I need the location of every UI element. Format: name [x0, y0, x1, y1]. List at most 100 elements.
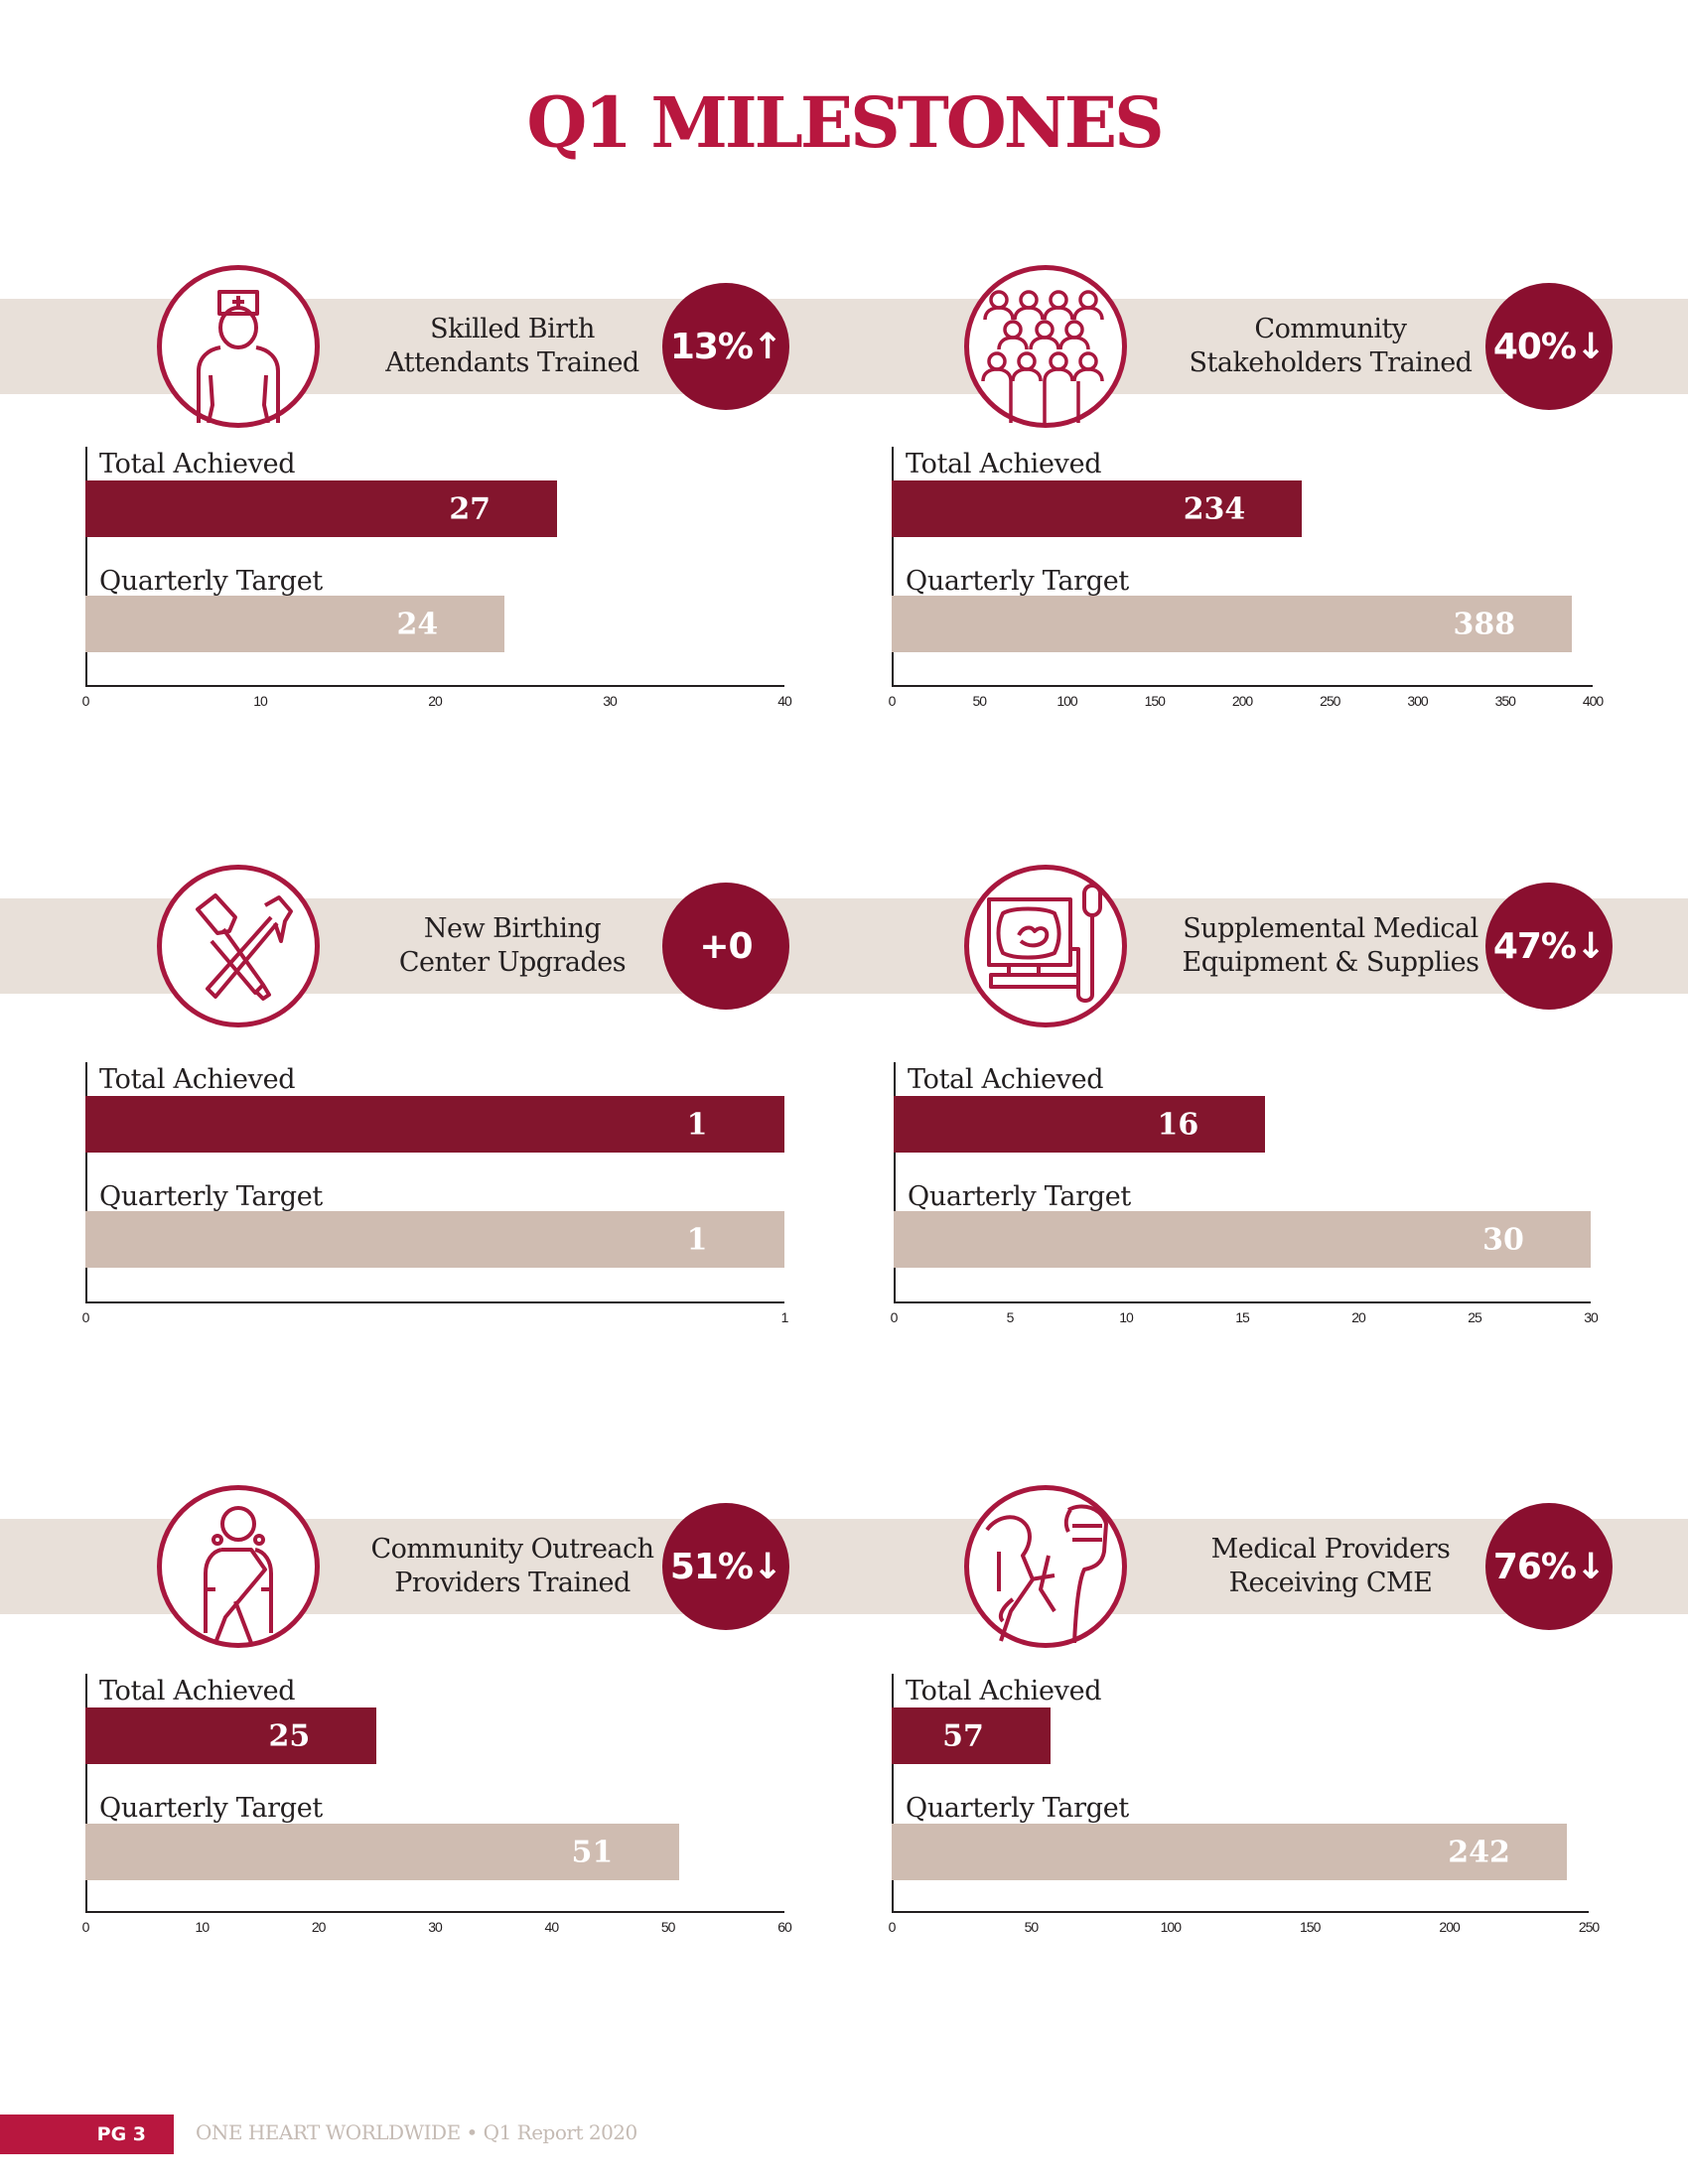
- page-title: Q1 MILESTONES: [526, 81, 1164, 164]
- x-tick-label: 30: [428, 1919, 443, 1935]
- achieved-caption: Total Achieved: [906, 1676, 1102, 1706]
- x-tick-label: 300: [1407, 693, 1428, 709]
- x-tick-label: 25: [1468, 1309, 1482, 1325]
- x-tick-label: 150: [1144, 693, 1166, 709]
- x-tick-label: 100: [1056, 693, 1077, 709]
- x-tick-label: 250: [1578, 1919, 1600, 1935]
- x-tick-label: 30: [1584, 1309, 1599, 1325]
- target-bar: 1: [85, 1211, 784, 1268]
- change-badge: 51%↓: [662, 1503, 789, 1630]
- achieved-caption: Total Achieved: [99, 449, 296, 479]
- achieved-bar: 27: [85, 480, 558, 537]
- target-caption: Quarterly Target: [906, 566, 1129, 597]
- x-tick-label: 100: [1160, 1919, 1182, 1935]
- target-caption: Quarterly Target: [906, 1793, 1129, 1824]
- target-value: 51: [571, 1835, 614, 1869]
- x-tick-label: 10: [195, 1919, 211, 1935]
- metric-label-line-2: Stakeholders Trained: [1189, 347, 1473, 378]
- achieved-value: 57: [942, 1718, 984, 1753]
- achieved-caption: Total Achieved: [99, 1064, 296, 1095]
- target-value: 242: [1448, 1835, 1510, 1869]
- metric-label-line-1: Medical Providers: [1210, 1534, 1451, 1565]
- metric-label: Medical Providers Receiving CME: [1162, 1533, 1499, 1600]
- nurse-icon: [157, 265, 320, 428]
- change-badge: +0: [662, 883, 789, 1010]
- change-badge: 13%↑: [662, 283, 789, 410]
- metric-label-line-1: Supplemental Medical: [1183, 913, 1478, 944]
- x-tick-label: 0: [81, 693, 90, 709]
- metric-label: Supplemental Medical Equipment & Supplie…: [1162, 912, 1499, 980]
- achieved-bar: 57: [892, 1707, 1052, 1764]
- achieved-bar: 16: [894, 1096, 1266, 1153]
- achieved-value: 16: [1157, 1107, 1199, 1142]
- metric-label: Community Outreach Providers Trained: [344, 1533, 681, 1600]
- achieved-bar: 25: [85, 1707, 377, 1764]
- x-tick-label: 50: [1024, 1919, 1040, 1935]
- achieved-caption: Total Achieved: [906, 449, 1102, 479]
- x-tick-label: 350: [1494, 693, 1516, 709]
- x-tick-label: 150: [1300, 1919, 1321, 1935]
- x-tick-label: 60: [777, 1919, 792, 1935]
- x-tick-label: 50: [972, 693, 987, 709]
- target-bar: 51: [85, 1824, 680, 1880]
- metric-label: Skilled Birth Attendants Trained: [344, 313, 681, 380]
- target-value: 24: [396, 607, 439, 641]
- x-tick-label: 10: [253, 693, 268, 709]
- doctor-patient-icon: [964, 1485, 1127, 1648]
- achieved-caption: Total Achieved: [908, 1064, 1104, 1095]
- x-tick-label: 20: [428, 693, 443, 709]
- achieved-caption: Total Achieved: [99, 1676, 296, 1706]
- x-tick-label: 5: [1006, 1309, 1015, 1325]
- x-tick-label: 1: [780, 1309, 789, 1325]
- x-tick-label: 0: [81, 1919, 90, 1935]
- target-bar: 24: [85, 596, 505, 652]
- hammer-brush-icon: [157, 865, 320, 1027]
- achieved-bar: 234: [892, 480, 1302, 537]
- achieved-bar: 1: [85, 1096, 784, 1153]
- crowd-icon: [964, 265, 1127, 428]
- target-value: 388: [1453, 607, 1516, 641]
- x-tick-label: 20: [311, 1919, 327, 1935]
- ultrasound-icon: [964, 865, 1127, 1027]
- change-badge: 40%↓: [1485, 283, 1613, 410]
- page-number: PG 3: [0, 2115, 174, 2154]
- x-axis: [85, 1911, 784, 1913]
- footer-text: ONE HEART WORLDWIDE • Q1 Report 2020: [196, 2120, 637, 2144]
- x-tick-label: 10: [1119, 1309, 1134, 1325]
- target-bar: 388: [892, 596, 1572, 652]
- metric-label-line-2: Center Upgrades: [398, 947, 627, 978]
- target-caption: Quarterly Target: [99, 1793, 323, 1824]
- y-axis: [894, 1062, 896, 1301]
- x-axis: [894, 1301, 1591, 1303]
- target-caption: Quarterly Target: [908, 1181, 1131, 1212]
- x-axis: [892, 685, 1593, 687]
- metric-label-line-1: Community: [1254, 314, 1407, 344]
- metric-label: New Birthing Center Upgrades: [344, 912, 681, 980]
- metric-label: Community Stakeholders Trained: [1162, 313, 1499, 380]
- y-axis: [892, 447, 894, 685]
- target-bar: 242: [892, 1824, 1567, 1880]
- x-tick-label: 400: [1582, 693, 1604, 709]
- x-tick-label: 0: [888, 693, 897, 709]
- metric-label-line-2: Providers Trained: [394, 1568, 631, 1598]
- metric-label-line-1: New Birthing: [423, 913, 602, 944]
- x-axis: [892, 1911, 1589, 1913]
- target-value: 1: [686, 1222, 708, 1257]
- metric-label-line-2: Receiving CME: [1228, 1568, 1433, 1598]
- metric-label-line-2: Equipment & Supplies: [1182, 947, 1479, 978]
- change-badge: 76%↓: [1485, 1503, 1613, 1630]
- x-tick-label: 20: [1351, 1309, 1366, 1325]
- x-tick-label: 30: [603, 693, 618, 709]
- achieved-value: 25: [268, 1718, 311, 1753]
- y-axis: [85, 1674, 87, 1911]
- metric-label-line-2: Attendants Trained: [385, 347, 639, 378]
- achieved-value: 27: [449, 491, 492, 526]
- x-tick-label: 15: [1235, 1309, 1250, 1325]
- x-tick-label: 0: [81, 1309, 90, 1325]
- achieved-value: 234: [1183, 491, 1246, 526]
- y-axis: [85, 1062, 87, 1301]
- change-badge: 47%↓: [1485, 883, 1613, 1010]
- x-tick-label: 40: [777, 693, 792, 709]
- x-axis: [85, 685, 784, 687]
- target-caption: Quarterly Target: [99, 1181, 323, 1212]
